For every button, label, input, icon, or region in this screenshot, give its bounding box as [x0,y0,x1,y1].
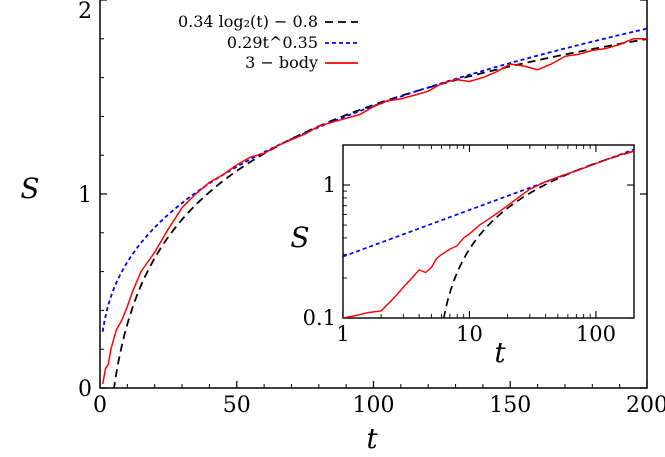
main-y-tick-label: 0 [78,377,92,402]
main-series-line-3 [101,38,647,385]
main-plot-area [101,27,647,388]
main-series-line-1 [113,38,647,388]
inset-series-line-3 [343,150,634,318]
inset-x-tick-label: 100 [576,322,616,346]
inset-series-line-2 [343,148,634,258]
inset-x-axis-label: t [494,336,506,369]
inset-plot-area [343,148,634,318]
main-x-tick-label: 150 [489,393,531,418]
main-x-tick-label: 100 [353,393,395,418]
inset-x-tick-label: 1 [336,322,349,346]
main-x-axis-label: t [366,422,378,452]
inset-x-tick-label: 10 [456,322,483,346]
inset-y-tick-label: 0.1 [303,306,336,330]
inset-frame [342,144,635,319]
main-y-axis-label: S [20,172,39,205]
main-x-tick-label: 50 [223,393,251,418]
legend-label-2: 0.29t^0.35 [227,33,318,52]
main-x-tick-label: 0 [93,393,107,418]
main-y-tick-label: 2 [78,0,92,24]
main-y-tick-label: 1 [78,183,92,208]
legend-label-3: 3 − body [245,53,318,72]
main-x-tick-label: 200 [626,393,665,418]
inset-y-tick-label: 1 [323,173,336,197]
inset-y-axis-label: S [290,221,309,254]
legend-label-1: 0.34 log₂(t) − 0.8 [178,12,318,31]
